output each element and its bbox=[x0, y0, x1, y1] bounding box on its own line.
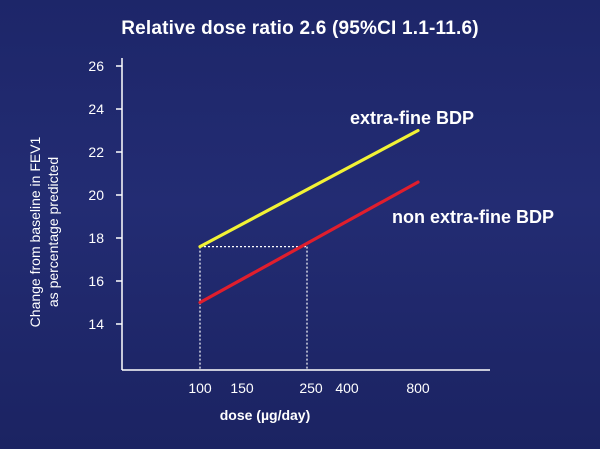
series-label-extra-fine: extra-fine BDP bbox=[350, 108, 474, 128]
y-tick-label: 14 bbox=[88, 316, 104, 332]
chart-title: Relative dose ratio 2.6 (95%CI 1.1-11.6) bbox=[121, 18, 479, 39]
x-tick-label: 800 bbox=[406, 380, 430, 396]
reference-lines bbox=[199, 246, 308, 370]
y-axis-title: Change from baseline in FEV1 as percentag… bbox=[27, 136, 61, 327]
x-tick-label: 100 bbox=[188, 380, 212, 396]
y-axis-title-line-2: as percentage predicted bbox=[45, 157, 61, 307]
series-lines bbox=[198, 128, 420, 305]
series-line-extra-fine bbox=[198, 128, 420, 249]
y-tick-label: 22 bbox=[88, 144, 104, 160]
axes: 14 16 18 20 22 24 26 100 150 250 400 800 Change from… bbox=[27, 58, 490, 423]
series-line-non-extra-fine bbox=[198, 180, 420, 305]
x-tick-label: 250 bbox=[299, 380, 323, 396]
labels: extra-fine BDP non extra-fine BDP bbox=[350, 108, 554, 227]
x-tick-label: 400 bbox=[335, 380, 359, 396]
y-tick-label: 24 bbox=[88, 101, 104, 117]
y-tick-label: 20 bbox=[88, 187, 104, 203]
x-axis-title: dose (µg/day) bbox=[220, 407, 311, 423]
y-tick-label: 18 bbox=[88, 230, 104, 246]
series-label-non-extra-fine: non extra-fine BDP bbox=[392, 207, 554, 227]
x-tick-label: 150 bbox=[230, 380, 254, 396]
y-tick-label: 16 bbox=[88, 273, 104, 289]
y-tick-label: 26 bbox=[88, 58, 104, 74]
y-axis-title-line-1: Change from baseline in FEV1 bbox=[27, 136, 43, 327]
